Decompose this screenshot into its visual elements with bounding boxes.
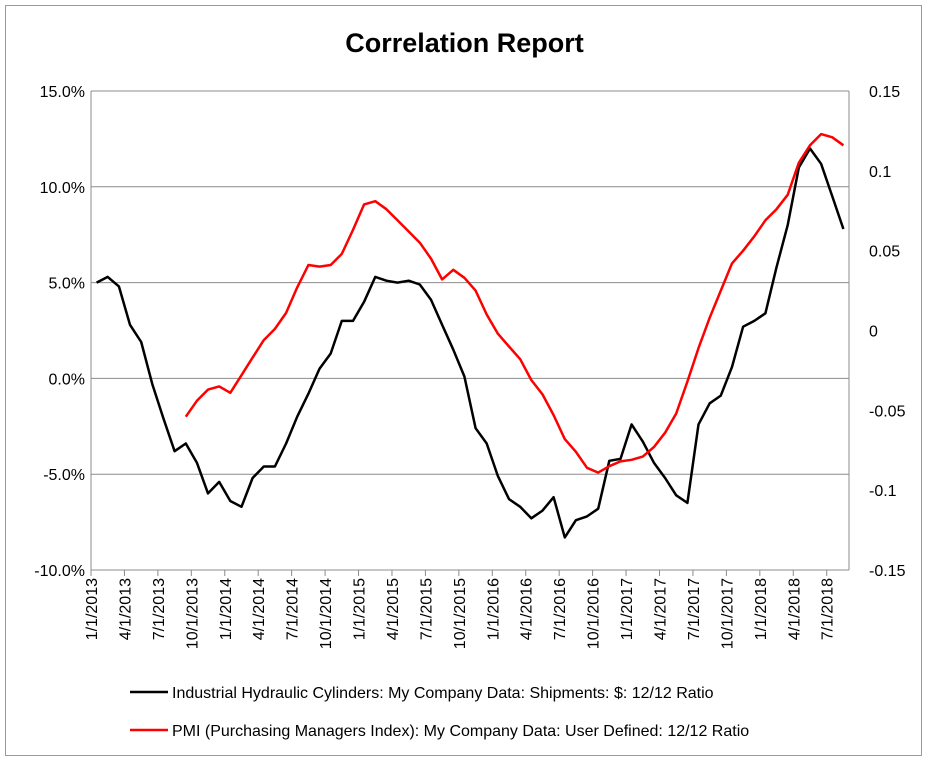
y-right-tick-label: 0.1 [869, 164, 891, 181]
y-right-tick-label: 0.15 [869, 84, 900, 101]
x-tick-label: 1/1/2016 [485, 578, 502, 640]
chart-frame [5, 5, 922, 756]
series-line-2 [184, 132, 845, 474]
legend-label-2: PMI (Purchasing Managers Index): My Comp… [172, 723, 749, 740]
x-tick-label: 1/1/2014 [218, 578, 235, 640]
x-tick-label: 4/1/2015 [385, 578, 402, 640]
x-tick-label: 10/1/2013 [184, 578, 201, 649]
x-tick-label: 4/1/2013 [117, 578, 134, 640]
y-left-tick-label: 5.0% [49, 276, 85, 293]
legend-label-1: Industrial Hydraulic Cylinders: My Compa… [172, 685, 714, 702]
x-tick-label: 4/1/2017 [653, 578, 670, 640]
x-tick-label: 7/1/2013 [151, 578, 168, 640]
y-left-tick-label: 15.0% [40, 84, 85, 101]
x-tick-label: 7/1/2016 [552, 578, 569, 640]
x-tick-label: 10/1/2016 [586, 578, 603, 649]
series-line-1 [96, 147, 845, 539]
x-tick-label: 10/1/2017 [719, 578, 736, 649]
x-tick-label: 1/1/2018 [753, 578, 770, 640]
x-tick-label: 7/1/2018 [820, 578, 837, 640]
x-tick-label: 1/1/2013 [84, 578, 101, 640]
x-tick-label: 4/1/2018 [786, 578, 803, 640]
y-right-tick-label: 0 [869, 324, 878, 341]
y-right-tick-label: -0.15 [869, 563, 906, 580]
x-tick-label: 1/1/2017 [619, 578, 636, 640]
y-left-tick-label: -10.0% [34, 563, 85, 580]
x-tick-label: 10/1/2015 [452, 578, 469, 649]
x-tick-label: 4/1/2016 [519, 578, 536, 640]
x-tick-label: 7/1/2017 [686, 578, 703, 640]
x-tick-label: 10/1/2014 [318, 578, 335, 649]
y-left-tick-label: 0.0% [49, 371, 85, 388]
y-left-tick-label: -5.0% [43, 467, 85, 484]
y-right-tick-label: 0.05 [869, 244, 900, 261]
chart-title: Correlation Report [345, 28, 584, 58]
x-tick-label: 7/1/2014 [285, 578, 302, 640]
y-right-tick-label: -0.1 [869, 483, 897, 500]
y-left-tick-label: 10.0% [40, 180, 85, 197]
y-right-tick-label: -0.05 [869, 403, 906, 420]
x-tick-label: 4/1/2014 [251, 578, 268, 640]
x-tick-label: 1/1/2015 [352, 578, 369, 640]
x-tick-label: 7/1/2015 [418, 578, 435, 640]
